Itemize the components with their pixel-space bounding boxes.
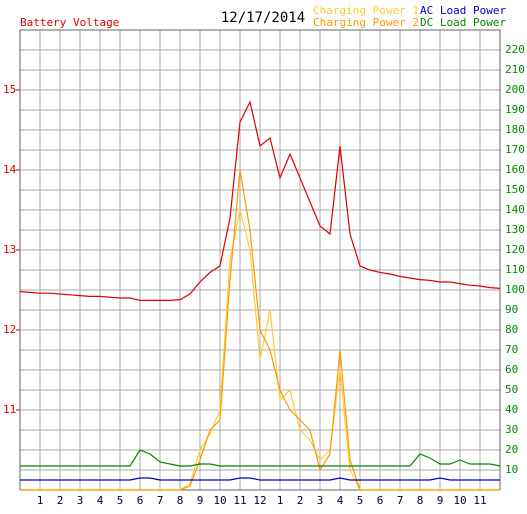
legend-entry: Charging Power 2 bbox=[313, 16, 419, 29]
y2-tick-label: 10 bbox=[505, 463, 518, 476]
x-tick-label: 1 bbox=[37, 494, 44, 507]
x-tick-label: 4 bbox=[97, 494, 104, 507]
y2-tick-label: 170 bbox=[505, 143, 525, 156]
y2-tick-label: 50 bbox=[505, 383, 518, 396]
x-tick-label: 3 bbox=[317, 494, 324, 507]
y-tick-label: 15 bbox=[3, 83, 16, 96]
legend-entry: AC Load Power bbox=[420, 4, 506, 17]
y2-tick-label: 130 bbox=[505, 223, 525, 236]
y2-tick-label: 200 bbox=[505, 83, 525, 96]
chart-title: 12/17/2014 bbox=[221, 10, 305, 26]
y2-tick-label: 110 bbox=[505, 263, 525, 276]
y2-tick-label: 40 bbox=[505, 403, 518, 416]
x-tick-label: 10 bbox=[213, 494, 226, 507]
y2-tick-label: 140 bbox=[505, 203, 525, 216]
x-tick-label: 8 bbox=[177, 494, 184, 507]
x-tick-label: 5 bbox=[117, 494, 124, 507]
legend-entry: Charging Power 1 bbox=[313, 4, 419, 17]
x-tick-label: 12 bbox=[253, 494, 266, 507]
plot-frame bbox=[19, 29, 501, 491]
y2-tick-label: 70 bbox=[505, 343, 518, 356]
y2-tick-label: 120 bbox=[505, 243, 525, 256]
x-tick-label: 4 bbox=[337, 494, 344, 507]
y2-tick-label: 220 bbox=[505, 43, 525, 56]
y2-tick-label: 60 bbox=[505, 363, 518, 376]
x-tick-label: 8 bbox=[417, 494, 424, 507]
y2-tick-label: 210 bbox=[505, 63, 525, 76]
x-tick-label: 9 bbox=[437, 494, 444, 507]
x-tick-label: 10 bbox=[453, 494, 466, 507]
y2-tick-label: 30 bbox=[505, 423, 518, 436]
x-tick-label: 1 bbox=[277, 494, 284, 507]
y-tick-label: 14 bbox=[3, 163, 17, 176]
y-tick-label: 12 bbox=[3, 323, 16, 336]
y2-tick-label: 90 bbox=[505, 303, 518, 316]
y2-tick-label: 80 bbox=[505, 323, 518, 336]
x-tick-label: 7 bbox=[397, 494, 404, 507]
x-tick-label: 9 bbox=[197, 494, 204, 507]
series-line bbox=[20, 477, 500, 481]
x-tick-label: 7 bbox=[157, 494, 164, 507]
y2-tick-label: 20 bbox=[505, 443, 518, 456]
y2-tick-label: 160 bbox=[505, 163, 525, 176]
x-tick-label: 11 bbox=[473, 494, 486, 507]
y-tick-label: 11 bbox=[3, 403, 16, 416]
legend-entry: DC Load Power bbox=[420, 16, 506, 29]
legend-entry: Battery Voltage bbox=[20, 16, 119, 29]
x-tick-label: 2 bbox=[297, 494, 304, 507]
x-tick-label: 6 bbox=[137, 494, 144, 507]
y2-tick-label: 100 bbox=[505, 283, 525, 296]
y2-tick-label: 150 bbox=[505, 183, 525, 196]
x-tick-label: 3 bbox=[77, 494, 84, 507]
series-line bbox=[19, 100, 501, 301]
x-tick-label: 6 bbox=[377, 494, 384, 507]
y2-tick-label: 190 bbox=[505, 103, 525, 116]
series-line bbox=[20, 449, 501, 467]
x-tick-label: 11 bbox=[233, 494, 246, 507]
y-tick-label: 13 bbox=[3, 243, 16, 256]
y2-tick-label: 180 bbox=[505, 123, 525, 136]
series-line bbox=[20, 169, 500, 491]
x-tick-label: 5 bbox=[357, 494, 364, 507]
x-tick-label: 2 bbox=[57, 494, 64, 507]
